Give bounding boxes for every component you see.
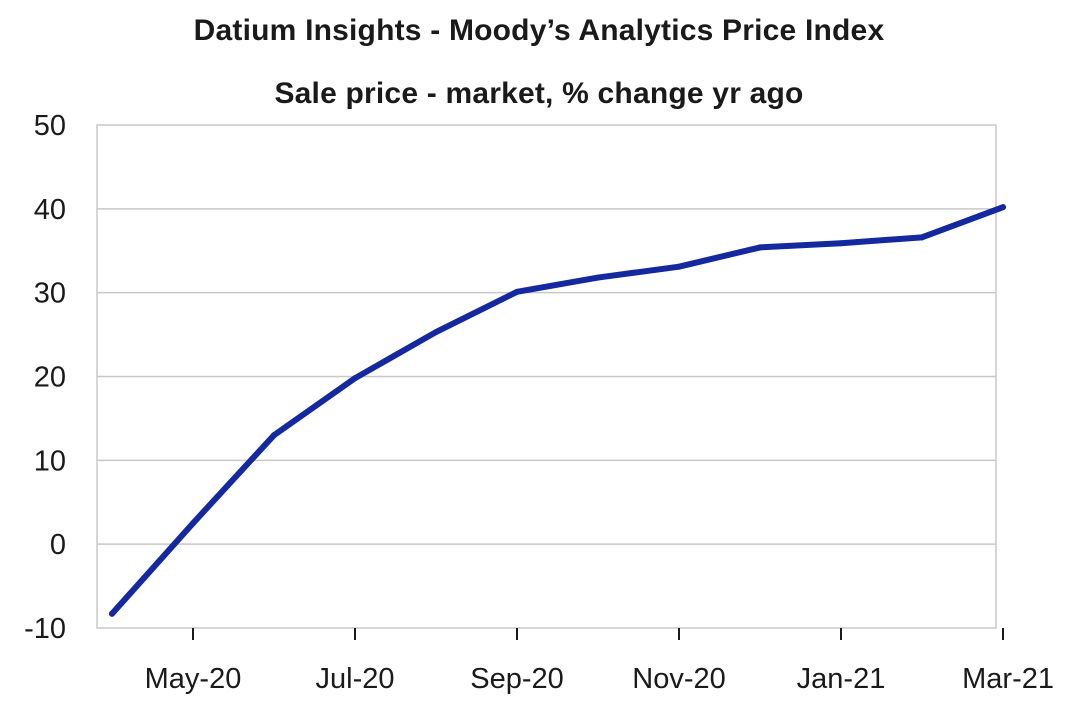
data-point [514, 288, 520, 295]
data-point [352, 375, 358, 382]
chart-subtitle: Sale price - market, % change yr ago [274, 77, 804, 110]
x-tick-label: Jul-20 [316, 663, 395, 695]
data-point [271, 432, 277, 439]
data-point [757, 244, 763, 251]
x-tick-label: May-20 [145, 663, 242, 695]
x-tick-label: Nov-20 [632, 663, 726, 695]
y-axis: 50 40 30 20 10 0 -10 [24, 110, 66, 645]
data-point [595, 274, 601, 281]
y-tick-label: 0 [50, 529, 66, 561]
data-point [433, 329, 439, 336]
data-point [1000, 204, 1006, 211]
y-tick-label: 10 [34, 445, 66, 477]
chart-title: Datium Insights - Moody’s Analytics Pric… [193, 14, 885, 47]
data-point [676, 263, 682, 270]
gridlines [97, 208, 996, 545]
data-point [109, 610, 115, 617]
x-axis: May-20 Jul-20 Sep-20 Nov-20 Jan-21 Mar-21 [145, 628, 1054, 695]
x-tick-label: Sep-20 [470, 663, 564, 695]
data-point [838, 240, 844, 247]
data-point [919, 234, 925, 241]
y-tick-label: 30 [34, 278, 66, 310]
data-point [190, 520, 196, 527]
y-tick-label: 20 [34, 362, 66, 394]
series-line [109, 204, 1006, 617]
y-tick-label: 40 [34, 194, 66, 226]
plot-area-frame [96, 124, 997, 629]
series-layer [109, 204, 1006, 617]
y-tick-label: -10 [24, 613, 66, 645]
x-tick-label: Mar-21 [962, 663, 1054, 695]
y-tick-label: 50 [34, 110, 66, 142]
x-tick-label: Jan-21 [797, 663, 886, 695]
